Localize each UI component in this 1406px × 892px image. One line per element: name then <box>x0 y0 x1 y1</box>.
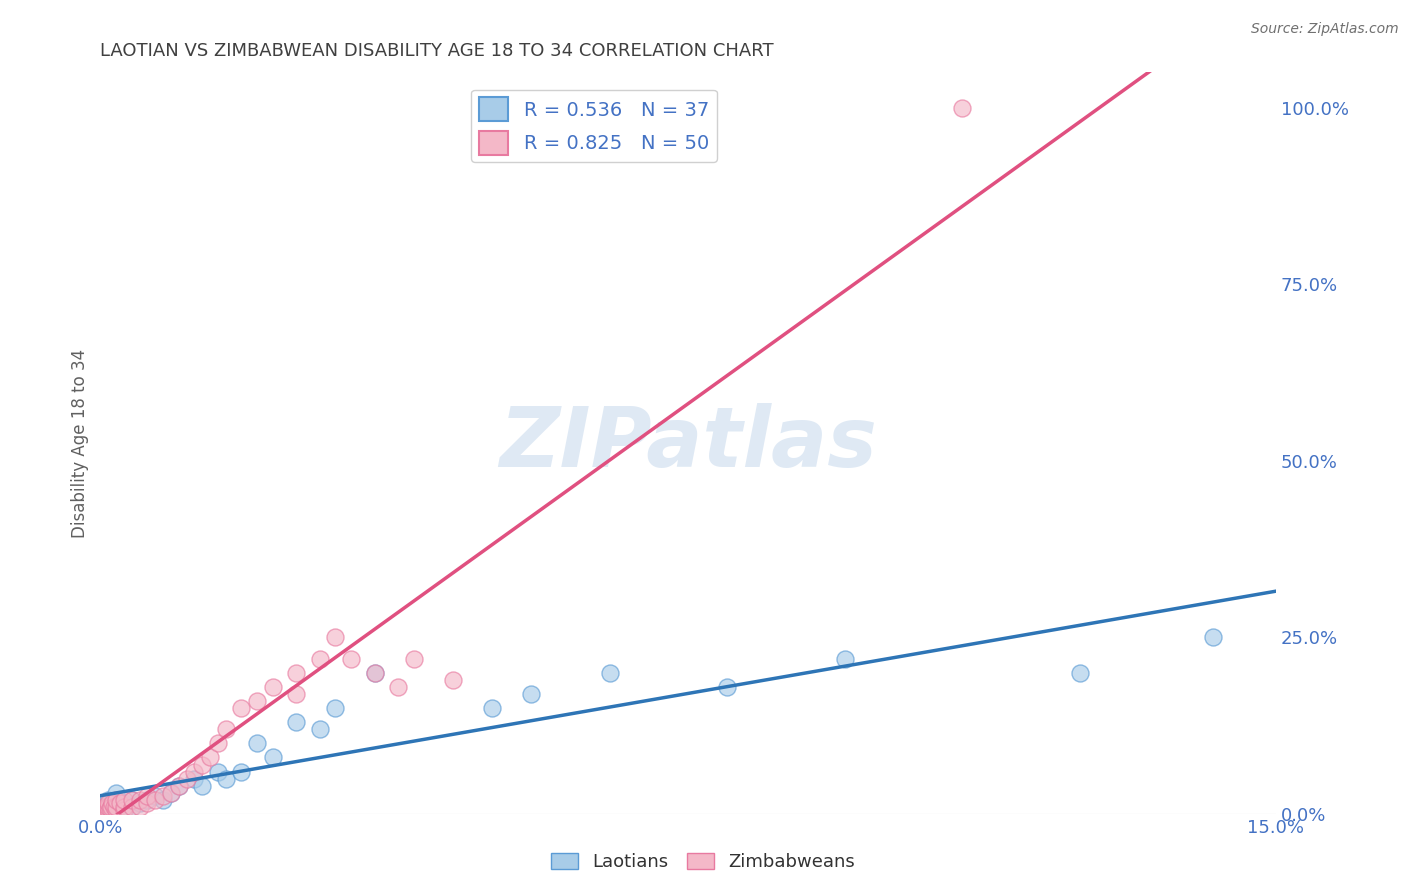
Point <box>160 786 183 800</box>
Legend: Laotians, Zimbabweans: Laotians, Zimbabweans <box>544 846 862 879</box>
Point <box>262 750 284 764</box>
Point <box>176 772 198 786</box>
Text: ZIPatlas: ZIPatlas <box>499 402 877 483</box>
Point <box>91 804 114 818</box>
Point <box>101 797 124 811</box>
Point <box>143 789 166 804</box>
Point <box>112 800 135 814</box>
Point <box>97 804 120 818</box>
Point <box>160 786 183 800</box>
Point <box>97 793 120 807</box>
Point <box>167 779 190 793</box>
Point <box>481 701 503 715</box>
Point <box>441 673 464 687</box>
Point <box>387 680 409 694</box>
Point <box>93 800 115 814</box>
Point <box>112 797 135 811</box>
Point <box>215 723 238 737</box>
Point <box>105 793 128 807</box>
Text: LAOTIAN VS ZIMBABWEAN DISABILITY AGE 18 TO 34 CORRELATION CHART: LAOTIAN VS ZIMBABWEAN DISABILITY AGE 18 … <box>100 42 773 60</box>
Point <box>128 793 150 807</box>
Point <box>90 804 112 818</box>
Point <box>136 793 159 807</box>
Point <box>97 800 120 814</box>
Point <box>128 800 150 814</box>
Point <box>340 651 363 665</box>
Point <box>143 793 166 807</box>
Point <box>285 715 308 730</box>
Point <box>207 736 229 750</box>
Y-axis label: Disability Age 18 to 34: Disability Age 18 to 34 <box>72 349 89 538</box>
Point <box>716 680 738 694</box>
Point <box>105 800 128 814</box>
Point <box>96 800 118 814</box>
Point <box>183 764 205 779</box>
Point <box>191 779 214 793</box>
Point <box>105 804 128 818</box>
Point <box>152 789 174 804</box>
Point <box>207 764 229 779</box>
Point <box>325 701 347 715</box>
Point <box>191 757 214 772</box>
Point <box>285 687 308 701</box>
Point <box>231 764 253 779</box>
Point <box>97 804 120 818</box>
Point <box>93 804 115 818</box>
Point <box>136 789 159 804</box>
Point <box>152 793 174 807</box>
Point <box>121 793 143 807</box>
Point <box>231 701 253 715</box>
Point <box>520 687 543 701</box>
Point <box>599 665 621 680</box>
Point <box>105 793 128 807</box>
Point <box>112 804 135 818</box>
Point <box>97 800 120 814</box>
Point <box>1069 665 1091 680</box>
Point <box>121 793 143 807</box>
Point <box>105 800 128 814</box>
Point <box>167 779 190 793</box>
Point <box>325 631 347 645</box>
Point <box>308 723 330 737</box>
Point <box>100 800 122 814</box>
Point <box>112 793 135 807</box>
Point <box>101 804 124 818</box>
Point <box>363 665 385 680</box>
Text: Source: ZipAtlas.com: Source: ZipAtlas.com <box>1251 22 1399 37</box>
Point <box>834 651 856 665</box>
Point <box>363 665 385 680</box>
Point <box>103 800 125 814</box>
Point <box>97 797 120 811</box>
Point <box>183 772 205 786</box>
Point <box>97 797 120 811</box>
Point <box>121 800 143 814</box>
Point <box>285 665 308 680</box>
Point <box>246 694 269 708</box>
Point <box>94 804 117 818</box>
Point <box>402 651 425 665</box>
Point <box>952 101 974 115</box>
Point <box>215 772 238 786</box>
Point <box>105 786 128 800</box>
Point <box>246 736 269 750</box>
Point <box>93 804 115 818</box>
Point <box>198 750 221 764</box>
Point <box>1202 631 1225 645</box>
Point <box>262 680 284 694</box>
Point <box>108 797 131 811</box>
Point <box>98 801 121 815</box>
Point <box>121 800 143 814</box>
Point <box>308 651 330 665</box>
Point <box>128 797 150 811</box>
Point <box>94 804 117 818</box>
Point <box>112 804 135 818</box>
Legend: R = 0.536   N = 37, R = 0.825   N = 50: R = 0.536 N = 37, R = 0.825 N = 50 <box>471 89 717 162</box>
Point <box>136 797 159 811</box>
